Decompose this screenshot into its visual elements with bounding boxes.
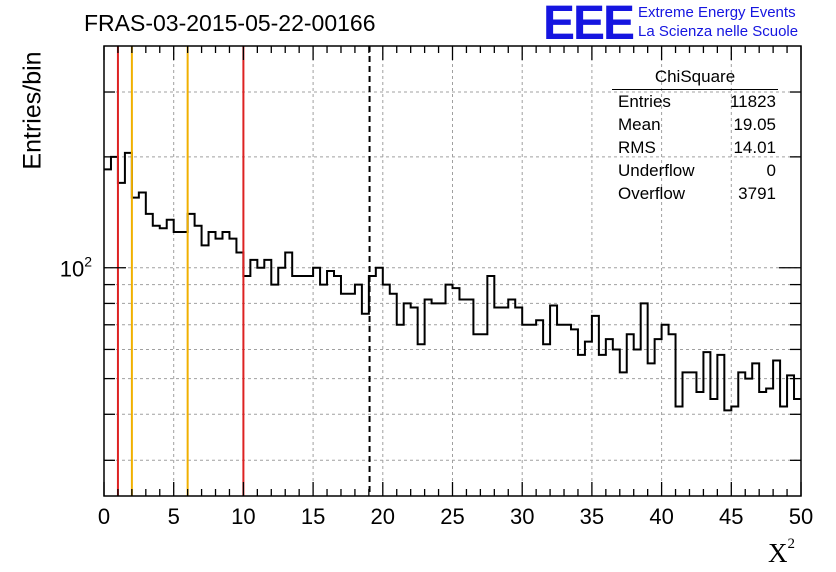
stats-row-mean: Mean 19.05: [618, 115, 776, 134]
x-tick-label: 15: [301, 504, 325, 529]
histogram-outline: [104, 151, 801, 412]
x-axis-label: X2: [768, 536, 795, 568]
x-tick-label: 45: [719, 504, 743, 529]
stats-title: ChiSquare: [612, 67, 778, 90]
stats-row-overflow: Overflow 3791: [618, 184, 776, 203]
stats-row-rms: RMS 14.01: [618, 138, 776, 157]
logo-tagline-1: Extreme Energy Events: [638, 4, 796, 21]
stats-box: ChiSquare Entries 11823 Mean 19.05 RMS 14.0…: [612, 67, 778, 205]
x-tick-label: 20: [371, 504, 395, 529]
x-tick-label: 30: [510, 504, 534, 529]
plot-title: FRAS-03-2015-05-22-00166: [84, 10, 376, 36]
stats-row-entries: Entries 11823: [618, 92, 776, 111]
logo-tagline-2: La Scienza nelle Scuole: [638, 23, 799, 40]
stats-row-underflow: Underflow 0: [618, 161, 776, 180]
y-axis-label: Entries/bin: [18, 51, 47, 170]
x-tick-label: 50: [789, 504, 813, 529]
x-tick-label: 10: [231, 504, 255, 529]
x-tick-label: 0: [98, 504, 110, 529]
y-tick-label: 102: [60, 254, 92, 282]
x-tick-label: 5: [168, 504, 180, 529]
x-tick-label: 25: [440, 504, 464, 529]
x-tick-label: 40: [649, 504, 673, 529]
eee-logo: EEE: [543, 0, 635, 50]
x-tick-label: 35: [580, 504, 604, 529]
